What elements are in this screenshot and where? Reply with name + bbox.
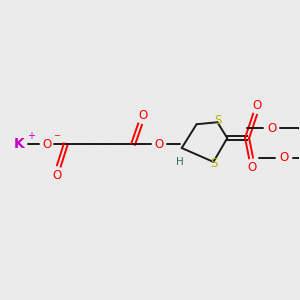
Text: +: + bbox=[27, 131, 35, 141]
Text: O: O bbox=[42, 138, 52, 151]
Text: O: O bbox=[154, 138, 164, 151]
Text: S: S bbox=[215, 114, 222, 127]
Text: O: O bbox=[252, 99, 262, 112]
Text: O: O bbox=[279, 152, 288, 164]
Text: O: O bbox=[248, 161, 257, 174]
Text: O: O bbox=[52, 169, 62, 182]
Text: O: O bbox=[267, 122, 277, 135]
Text: O: O bbox=[138, 109, 148, 122]
Text: H: H bbox=[176, 157, 184, 167]
Text: S: S bbox=[211, 158, 218, 170]
Text: K: K bbox=[14, 137, 25, 151]
Text: −: − bbox=[53, 130, 60, 140]
